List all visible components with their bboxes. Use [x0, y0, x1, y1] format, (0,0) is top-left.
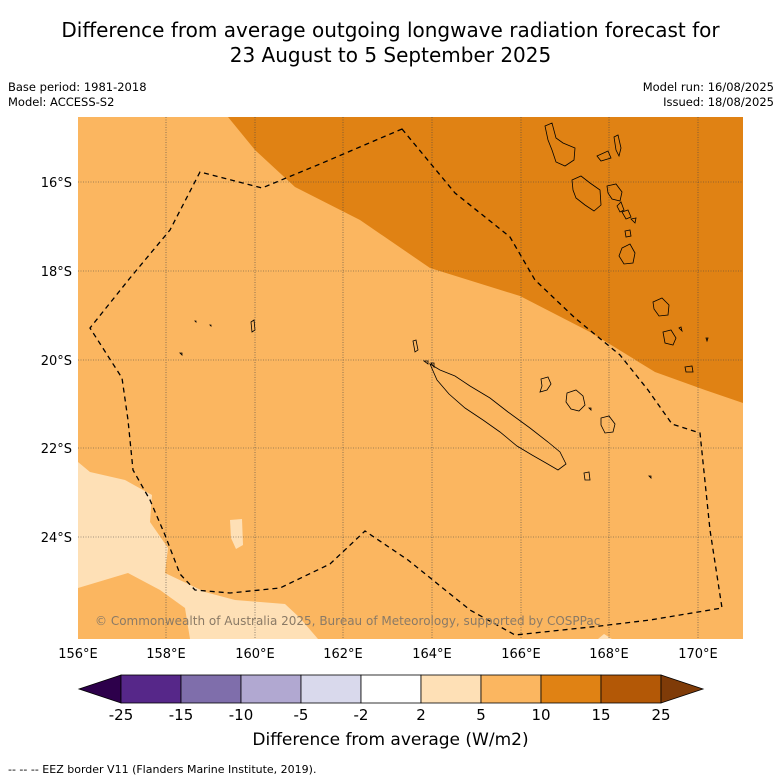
- longitude-labels: 156°E 158°E 160°E 162°E 164°E 166°E 168°…: [58, 647, 718, 662]
- lon-label: 164°E: [412, 647, 452, 662]
- lon-label: 166°E: [501, 647, 541, 662]
- meta-right: Model run: 16/08/2025 Issued: 18/08/2025: [643, 80, 774, 110]
- colorbar-tick-label: -10: [229, 706, 254, 724]
- new-caledonia: [412, 339, 652, 481]
- title-line-1: Difference from average outgoing longwav…: [61, 18, 720, 42]
- colorbar-tick-label: 2: [416, 706, 426, 724]
- lat-label: 18°S: [41, 265, 72, 280]
- colorbar-cell: [600, 674, 662, 704]
- colorbar: -25 -15 -10 -5 -2 2 5 10 15 25: [77, 674, 705, 724]
- lon-label: 162°E: [323, 647, 363, 662]
- colorbar-cell: [420, 674, 482, 704]
- colorbar-title: Difference from average (W/m2): [252, 730, 529, 750]
- colorbar-tick-label: -25: [109, 706, 134, 724]
- colorbar-tick-label: -5: [294, 706, 309, 724]
- lon-label: 168°E: [589, 647, 629, 662]
- colorbar-tick-label: 15: [591, 706, 610, 724]
- lat-label: 16°S: [41, 176, 72, 191]
- colorbar-tick-label: -2: [354, 706, 369, 724]
- meta-left: Base period: 1981-2018 Model: ACCESS-S2: [8, 80, 147, 110]
- colorbar-cell: [300, 674, 362, 704]
- copyright-notice: © Commonwealth of Australia 2025, Bureau…: [95, 614, 601, 628]
- colorbar-cells: [120, 674, 662, 704]
- map-area: [78, 117, 743, 639]
- colorbar-under-arrow: [77, 674, 122, 704]
- lon-label: 156°E: [58, 647, 98, 662]
- colorbar-cell: [180, 674, 242, 704]
- colorbar-cell: [120, 674, 182, 704]
- colorbar-tick-label: 10: [531, 706, 550, 724]
- model-run: Model run: 16/08/2025: [642, 80, 774, 94]
- anomaly-band-5-10-tongue: [78, 573, 190, 639]
- colorbar-over-arrow: [660, 674, 705, 704]
- lat-label: 24°S: [41, 531, 72, 546]
- colorbar-tick-label: -15: [169, 706, 194, 724]
- anomaly-band-10-15: [228, 117, 743, 403]
- small-islands-west: [179, 319, 256, 356]
- title-line-2: 23 August to 5 September 2025: [229, 43, 552, 67]
- lon-label: 158°E: [146, 647, 186, 662]
- graticule: [78, 117, 743, 639]
- issued-date: Issued: 18/08/2025: [663, 95, 774, 109]
- colorbar-tick-label: 5: [476, 706, 486, 724]
- chart-title: Difference from average outgoing longwav…: [0, 18, 781, 68]
- colorbar-cell: [240, 674, 302, 704]
- eez-legend-footnote: -- -- -- EEZ border V11 (Flanders Marine…: [8, 763, 317, 776]
- base-period: Base period: 1981-2018: [8, 80, 147, 94]
- vanuatu-islands: [544, 122, 709, 373]
- anomaly-patch-2-5-se: [598, 634, 612, 639]
- colorbar-tick-label: 25: [651, 706, 670, 724]
- lat-label: 22°S: [41, 442, 72, 457]
- lon-label: 160°E: [235, 647, 275, 662]
- anomaly-patch-2-5: [230, 519, 243, 549]
- model-name: Model: ACCESS-S2: [8, 95, 115, 109]
- colorbar-cell: [480, 674, 542, 704]
- lat-label: 20°S: [41, 354, 72, 369]
- colorbar-cell: [360, 674, 422, 704]
- colorbar-tick-labels: -25 -15 -10 -5 -2 2 5 10 15 25: [109, 706, 671, 724]
- latitude-labels: 16°S 18°S 20°S 22°S 24°S: [41, 176, 72, 546]
- colorbar-cell: [540, 674, 602, 704]
- lon-label: 170°E: [678, 647, 718, 662]
